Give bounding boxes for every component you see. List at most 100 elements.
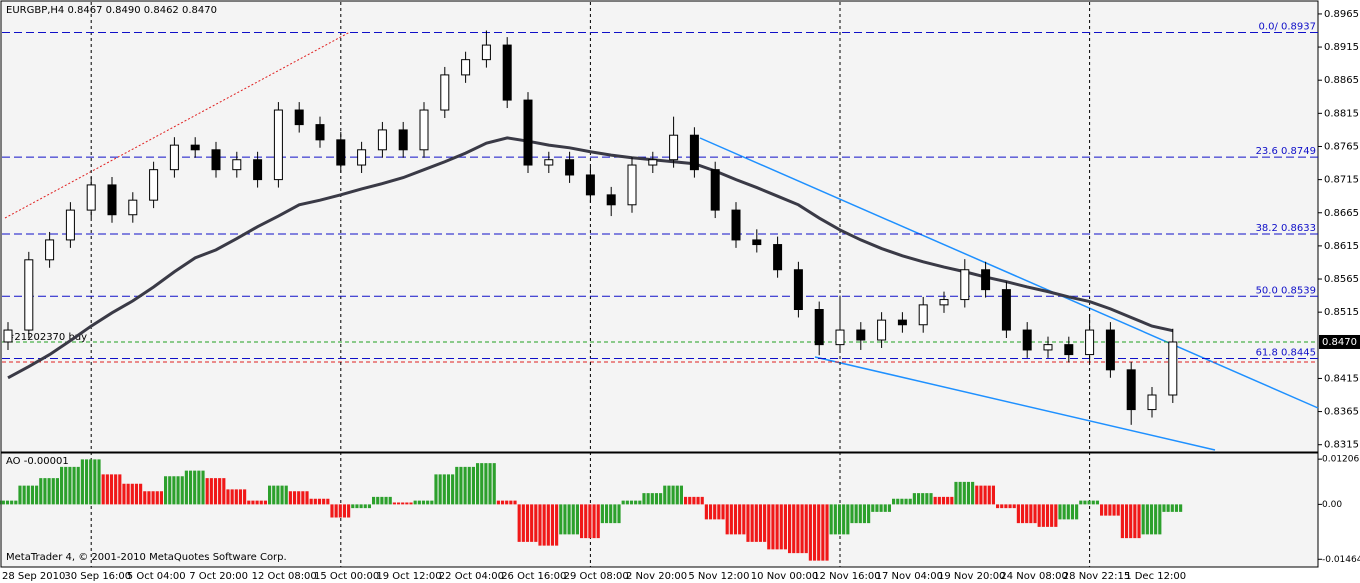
ao-bar — [542, 504, 546, 546]
candle-body — [190, 144, 200, 151]
ao-bar — [26, 485, 30, 505]
candle-body — [814, 309, 824, 346]
order-label: #21202370 buy — [6, 332, 87, 343]
ao-bar — [1016, 504, 1020, 524]
ao-bar — [1091, 500, 1095, 505]
ao-bar — [255, 500, 259, 505]
candle-body — [86, 184, 96, 211]
fib-label: 0.0/ 0.8937 — [1259, 21, 1316, 32]
x-tick-label: 15 Oct 00:00 — [314, 571, 379, 582]
ao-bar — [758, 504, 763, 542]
ao-bar — [971, 481, 975, 505]
ao-bar — [413, 500, 417, 505]
candle-body — [1001, 289, 1011, 331]
ao-bar — [1112, 504, 1116, 516]
candle-body — [773, 244, 783, 271]
ao-bar — [297, 491, 301, 505]
ao-bar — [604, 504, 609, 524]
ao-bar — [313, 498, 317, 505]
ao-bar — [638, 500, 642, 505]
ao-bar — [850, 504, 854, 524]
ao-bar — [409, 502, 413, 505]
ao-bar — [330, 504, 334, 518]
candle-body — [1147, 394, 1157, 411]
ao-bar — [617, 504, 621, 524]
ao-bar — [1029, 504, 1033, 524]
ao-bar — [900, 498, 904, 505]
candle-body — [398, 129, 408, 151]
ao-bar — [842, 504, 846, 535]
ao-bar — [159, 491, 163, 505]
ao-bar — [89, 459, 93, 505]
y-tick-label: 0.8915 — [1324, 42, 1359, 53]
candle-body — [669, 134, 679, 161]
ao-bar — [679, 485, 683, 505]
ao-bar — [55, 478, 59, 505]
ao-bar — [783, 504, 787, 550]
ao-bar — [1062, 504, 1066, 520]
ao-bar — [592, 504, 596, 539]
candle-body — [897, 319, 907, 326]
last-price-label: 0.8470 — [1322, 337, 1357, 348]
ao-bar — [812, 504, 817, 561]
ao-bar — [1170, 504, 1174, 512]
ao-bar — [151, 491, 155, 505]
ao-bar — [193, 470, 197, 505]
candle-body — [24, 259, 34, 331]
candle-body — [835, 329, 845, 346]
y-tick-label: 0.01206 — [1322, 455, 1359, 465]
ao-bar — [946, 496, 950, 505]
ao-bar — [634, 500, 638, 505]
ao-bar — [937, 496, 941, 505]
x-tick-label: 19 Oct 12:00 — [376, 571, 441, 582]
ao-bar — [238, 489, 243, 505]
ao-bar — [0, 500, 1, 505]
ao-bar — [517, 504, 521, 542]
ao-bar — [550, 504, 555, 546]
ao-bar — [975, 485, 979, 505]
candle-body — [1126, 369, 1136, 411]
ao-bar — [134, 483, 139, 505]
ao-bar — [896, 498, 900, 505]
ao-bar — [742, 504, 746, 535]
ao-bar — [14, 500, 18, 505]
fib-label: 61.8 0.8445 — [1256, 348, 1316, 359]
ao-bar — [259, 500, 263, 505]
y-tick-label: 0.8715 — [1324, 175, 1359, 186]
y-tick-label: 0.8565 — [1324, 274, 1359, 285]
ao-bar — [1137, 504, 1141, 539]
ao-bar — [1129, 504, 1133, 539]
ao-bar — [1120, 504, 1124, 539]
y-tick-label: 0.8765 — [1324, 141, 1359, 152]
ao-bar — [143, 491, 147, 505]
ao-bar — [775, 504, 779, 550]
ao-bar — [941, 496, 946, 505]
ao-bar — [247, 500, 251, 505]
ao-bar — [1104, 504, 1108, 516]
ao-bar — [122, 483, 126, 505]
ao-bar — [825, 504, 829, 561]
ao-bar — [746, 504, 750, 542]
y-tick-label: 0.8315 — [1324, 440, 1359, 451]
ao-bar — [892, 498, 896, 505]
y-tick-label: 0.8865 — [1324, 75, 1359, 86]
candle-body — [565, 159, 575, 176]
ao-bar — [596, 504, 600, 539]
ao-bar — [912, 493, 916, 505]
x-tick-label: 28 Nov 22:15 — [1063, 571, 1130, 582]
ao-bar — [713, 504, 717, 520]
ao-bar — [480, 463, 484, 505]
ao-bar — [829, 504, 833, 535]
candle-body — [1043, 344, 1053, 351]
x-tick-label: 10 Nov 00:00 — [751, 571, 818, 582]
chart-title: EURGBP,H4 0.8467 0.8490 0.8462 0.8470 — [6, 5, 217, 16]
x-tick-label: 19 Nov 20:00 — [938, 571, 1005, 582]
ao-bar — [1037, 504, 1041, 527]
candle-body — [440, 74, 450, 111]
ao-bar — [355, 504, 359, 509]
ao-bar — [5, 500, 10, 505]
ao-bar — [659, 493, 663, 505]
ao-bar — [93, 459, 97, 505]
candle-body — [357, 149, 367, 166]
